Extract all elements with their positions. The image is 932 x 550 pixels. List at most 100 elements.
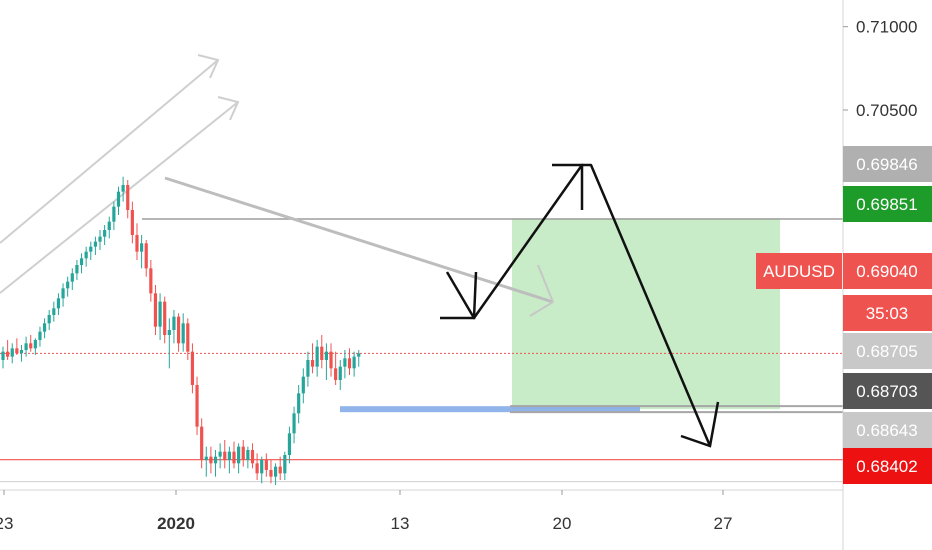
candle-body[interactable] [209,456,213,464]
candle-body[interactable] [19,350,24,354]
candle-body[interactable] [237,446,241,464]
candle-body[interactable] [153,293,158,327]
candle-body[interactable] [255,463,259,474]
candle-body[interactable] [38,331,42,340]
candle-body[interactable] [29,343,33,349]
candle-body[interactable] [301,376,305,394]
candle-body[interactable] [10,348,14,357]
candle-body[interactable] [116,191,121,207]
candle-body[interactable] [250,450,255,464]
candle-body[interactable] [176,316,181,344]
candle-body[interactable] [195,385,199,427]
candle-body[interactable] [47,315,51,324]
candle-body[interactable] [167,330,171,335]
candle-body[interactable] [343,358,347,367]
candle-body[interactable] [357,353,361,357]
price-badge[interactable] [843,373,932,409]
price-badge[interactable] [843,333,932,369]
time-axis[interactable]: 23 2020 13 20 27 [0,489,843,533]
candle-body[interactable] [306,360,310,377]
candle-body[interactable] [223,451,227,460]
candle-body[interactable] [66,281,70,289]
candle-body[interactable] [112,206,116,222]
candle-body[interactable] [213,456,218,464]
time-tick-label: 2020 [157,514,195,533]
candle-body[interactable] [200,426,204,460]
candle-body[interactable] [163,301,167,335]
candle-body[interactable] [149,268,153,294]
candle-body[interactable] [126,185,130,210]
candle-body[interactable] [33,340,37,349]
candle-body[interactable] [98,236,102,242]
price-axis[interactable]: 0.710000.705000.700000.698460.698510.690… [842,0,932,550]
candle-body[interactable] [42,323,47,332]
candle-body[interactable] [329,351,333,369]
candle-body[interactable] [241,446,245,460]
candle-body[interactable] [181,323,185,344]
candle-body[interactable] [93,241,97,247]
candle-body[interactable] [269,470,273,477]
candle-body[interactable] [135,235,139,252]
candle-body[interactable] [103,230,107,237]
symbol-badge[interactable] [756,253,842,289]
candle-body[interactable] [324,351,328,360]
candle-body[interactable] [297,393,301,414]
candle-body[interactable] [186,323,190,352]
candle-body[interactable] [320,346,324,360]
arrowhead-target [680,401,720,448]
candle-body[interactable] [338,366,342,380]
candle-body[interactable] [352,356,356,369]
candle-body[interactable] [144,243,148,269]
candle-body[interactable] [264,460,268,470]
entry-zone[interactable] [340,406,640,413]
price-badge[interactable] [843,448,932,484]
candle-body[interactable] [310,360,315,367]
candle-body[interactable] [232,451,236,464]
candle-body[interactable] [70,273,74,282]
price-badge[interactable] [843,146,932,182]
plot-area[interactable]: AUDUSD [0,54,843,485]
channel-upper-line[interactable] [0,59,219,244]
descending-trendline[interactable] [164,176,554,304]
candle-body[interactable] [89,246,93,252]
candle-body[interactable] [6,351,10,357]
candle-body[interactable] [315,346,319,367]
candle-body[interactable] [140,243,144,252]
candle-body[interactable] [227,451,231,460]
candle-body[interactable] [130,210,134,235]
price-badge-label: 0.68643 [856,421,917,440]
candle-body[interactable] [190,351,195,385]
candle-body[interactable] [218,451,222,457]
time-tick-label: 20 [553,514,572,533]
candle-body[interactable] [204,456,208,460]
candle-body[interactable] [61,288,65,299]
candle-body[interactable] [56,298,61,309]
price-badge[interactable] [843,412,932,448]
candle-body[interactable] [334,368,338,380]
candle-body[interactable] [79,258,84,265]
price-badge[interactable] [843,186,932,222]
candle-body[interactable] [158,301,162,327]
candle-body[interactable] [273,466,278,477]
candle-body[interactable] [260,460,264,474]
candle-body[interactable] [107,221,111,230]
candle-body[interactable] [15,348,19,354]
price-badge[interactable] [843,253,932,289]
price-badge[interactable] [843,295,932,331]
candle-body[interactable] [287,433,292,455]
candle-body[interactable] [24,343,28,350]
candle-body[interactable] [246,450,250,460]
candle-body[interactable] [292,413,296,434]
candle-body[interactable] [121,185,125,192]
candle-body[interactable] [84,251,88,259]
candle-body[interactable] [75,265,79,274]
price-tick-label: 0.71000 [856,18,917,37]
candle-body[interactable] [52,308,56,315]
candle-body[interactable] [347,358,352,369]
candle-body[interactable] [1,351,5,360]
candle-body[interactable] [283,455,287,474]
candle-body[interactable] [278,466,282,474]
candle-body[interactable] [172,316,176,330]
target-zone[interactable] [512,218,780,410]
